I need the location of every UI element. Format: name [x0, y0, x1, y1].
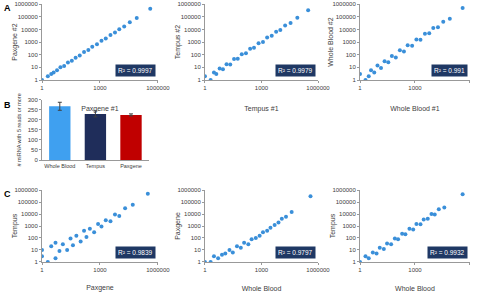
svg-text:100000: 100000 — [336, 199, 357, 205]
svg-text:100: 100 — [191, 235, 202, 241]
svg-text:Whole Blood: Whole Blood — [44, 163, 75, 169]
svg-text:10: 10 — [31, 247, 38, 253]
svg-text:Whole Blood: Whole Blood — [242, 285, 282, 292]
svg-text:100: 100 — [28, 235, 39, 241]
svg-text:Tempus: Tempus — [11, 213, 19, 238]
svg-text:250: 250 — [28, 107, 39, 113]
svg-text:R² = 0.991: R² = 0.991 — [434, 67, 465, 74]
svg-text:10: 10 — [349, 64, 356, 70]
svg-text:1000000: 1000000 — [332, 187, 356, 193]
svg-text:100: 100 — [346, 52, 357, 58]
svg-text:1000000: 1000000 — [177, 187, 201, 193]
svg-text:0: 0 — [34, 157, 38, 163]
svg-text:50: 50 — [31, 147, 38, 153]
svg-text:1: 1 — [203, 85, 207, 91]
svg-text:Paxgene: Paxgene — [86, 284, 114, 292]
svg-text:1000000: 1000000 — [306, 267, 330, 273]
svg-text:100000: 100000 — [336, 14, 357, 20]
svg-text:1000: 1000 — [255, 267, 269, 273]
svg-text:1: 1 — [358, 267, 362, 273]
svg-text:1000000: 1000000 — [177, 1, 201, 7]
svg-text:1000: 1000 — [408, 85, 422, 91]
svg-text:1000: 1000 — [24, 223, 38, 229]
svg-text:Tempus #2: Tempus #2 — [174, 25, 182, 59]
svg-text:200: 200 — [28, 117, 39, 123]
svg-text:R² = 0.9839: R² = 0.9839 — [118, 249, 153, 256]
svg-text:10000: 10000 — [184, 211, 201, 217]
svg-text:10000: 10000 — [21, 26, 38, 32]
svg-text:10: 10 — [194, 64, 201, 70]
svg-text:# miRNA with 5 reads or more: # miRNA with 5 reads or more — [16, 93, 22, 166]
svg-text:Paxgene: Paxgene — [120, 163, 142, 169]
svg-text:R² = 0.9979: R² = 0.9979 — [278, 67, 313, 74]
svg-text:100000: 100000 — [181, 14, 202, 20]
svg-text:10: 10 — [194, 247, 201, 253]
svg-text:100: 100 — [191, 52, 202, 58]
svg-text:1: 1 — [197, 259, 201, 265]
svg-text:100000: 100000 — [18, 199, 39, 205]
svg-text:10000: 10000 — [184, 26, 201, 32]
svg-text:B: B — [4, 100, 11, 110]
svg-text:Tempus: Tempus — [329, 213, 337, 238]
svg-text:1000000: 1000000 — [146, 267, 170, 273]
svg-text:1000000: 1000000 — [14, 1, 38, 7]
svg-text:10: 10 — [31, 64, 38, 70]
svg-text:1000000: 1000000 — [332, 1, 356, 7]
svg-text:1: 1 — [197, 77, 201, 83]
svg-text:100: 100 — [28, 52, 39, 58]
svg-text:Whole Blood #1: Whole Blood #1 — [390, 105, 440, 112]
svg-text:1000000: 1000000 — [14, 187, 38, 193]
svg-text:1000: 1000 — [408, 267, 422, 273]
svg-text:1000: 1000 — [342, 39, 356, 45]
svg-text:R² = 0.9797: R² = 0.9797 — [278, 249, 313, 256]
svg-text:150: 150 — [28, 127, 39, 133]
svg-text:Paxgene #2: Paxgene #2 — [11, 23, 19, 60]
svg-text:Whole Blood #2: Whole Blood #2 — [327, 17, 334, 67]
svg-text:R² = 0.9997: R² = 0.9997 — [118, 67, 153, 74]
svg-text:10: 10 — [349, 247, 356, 253]
svg-text:10000: 10000 — [21, 211, 38, 217]
svg-text:1000: 1000 — [93, 267, 107, 273]
svg-text:1000000: 1000000 — [306, 85, 330, 91]
svg-text:1000: 1000 — [24, 39, 38, 45]
svg-text:1: 1 — [358, 85, 362, 91]
svg-text:300: 300 — [28, 97, 39, 103]
svg-text:Paxgene: Paxgene — [174, 212, 182, 240]
svg-text:100000: 100000 — [18, 14, 39, 20]
svg-text:1: 1 — [352, 77, 356, 83]
svg-text:1000: 1000 — [187, 39, 201, 45]
svg-text:Whole Blood: Whole Blood — [395, 285, 435, 292]
svg-text:100: 100 — [346, 235, 357, 241]
svg-text:1: 1 — [352, 259, 356, 265]
svg-text:Tempus #1: Tempus #1 — [244, 105, 278, 113]
svg-text:100: 100 — [28, 137, 39, 143]
svg-text:1: 1 — [40, 85, 44, 91]
svg-text:100000: 100000 — [181, 199, 202, 205]
svg-text:R² = 0.9932: R² = 0.9932 — [430, 249, 465, 256]
svg-text:1000: 1000 — [93, 85, 107, 91]
svg-text:1000: 1000 — [342, 223, 356, 229]
svg-text:C: C — [4, 189, 11, 199]
svg-text:Tempus: Tempus — [86, 163, 106, 169]
svg-text:1000: 1000 — [255, 85, 269, 91]
svg-text:Paxgene #1: Paxgene #1 — [81, 105, 118, 113]
svg-text:A: A — [4, 3, 11, 13]
svg-text:1: 1 — [34, 77, 38, 83]
svg-text:1: 1 — [203, 267, 207, 273]
svg-text:10000: 10000 — [339, 26, 356, 32]
svg-text:1: 1 — [40, 267, 44, 273]
svg-text:1000: 1000 — [187, 223, 201, 229]
svg-text:1000000: 1000000 — [146, 85, 170, 91]
svg-text:1: 1 — [34, 259, 38, 265]
svg-text:10000: 10000 — [339, 211, 356, 217]
